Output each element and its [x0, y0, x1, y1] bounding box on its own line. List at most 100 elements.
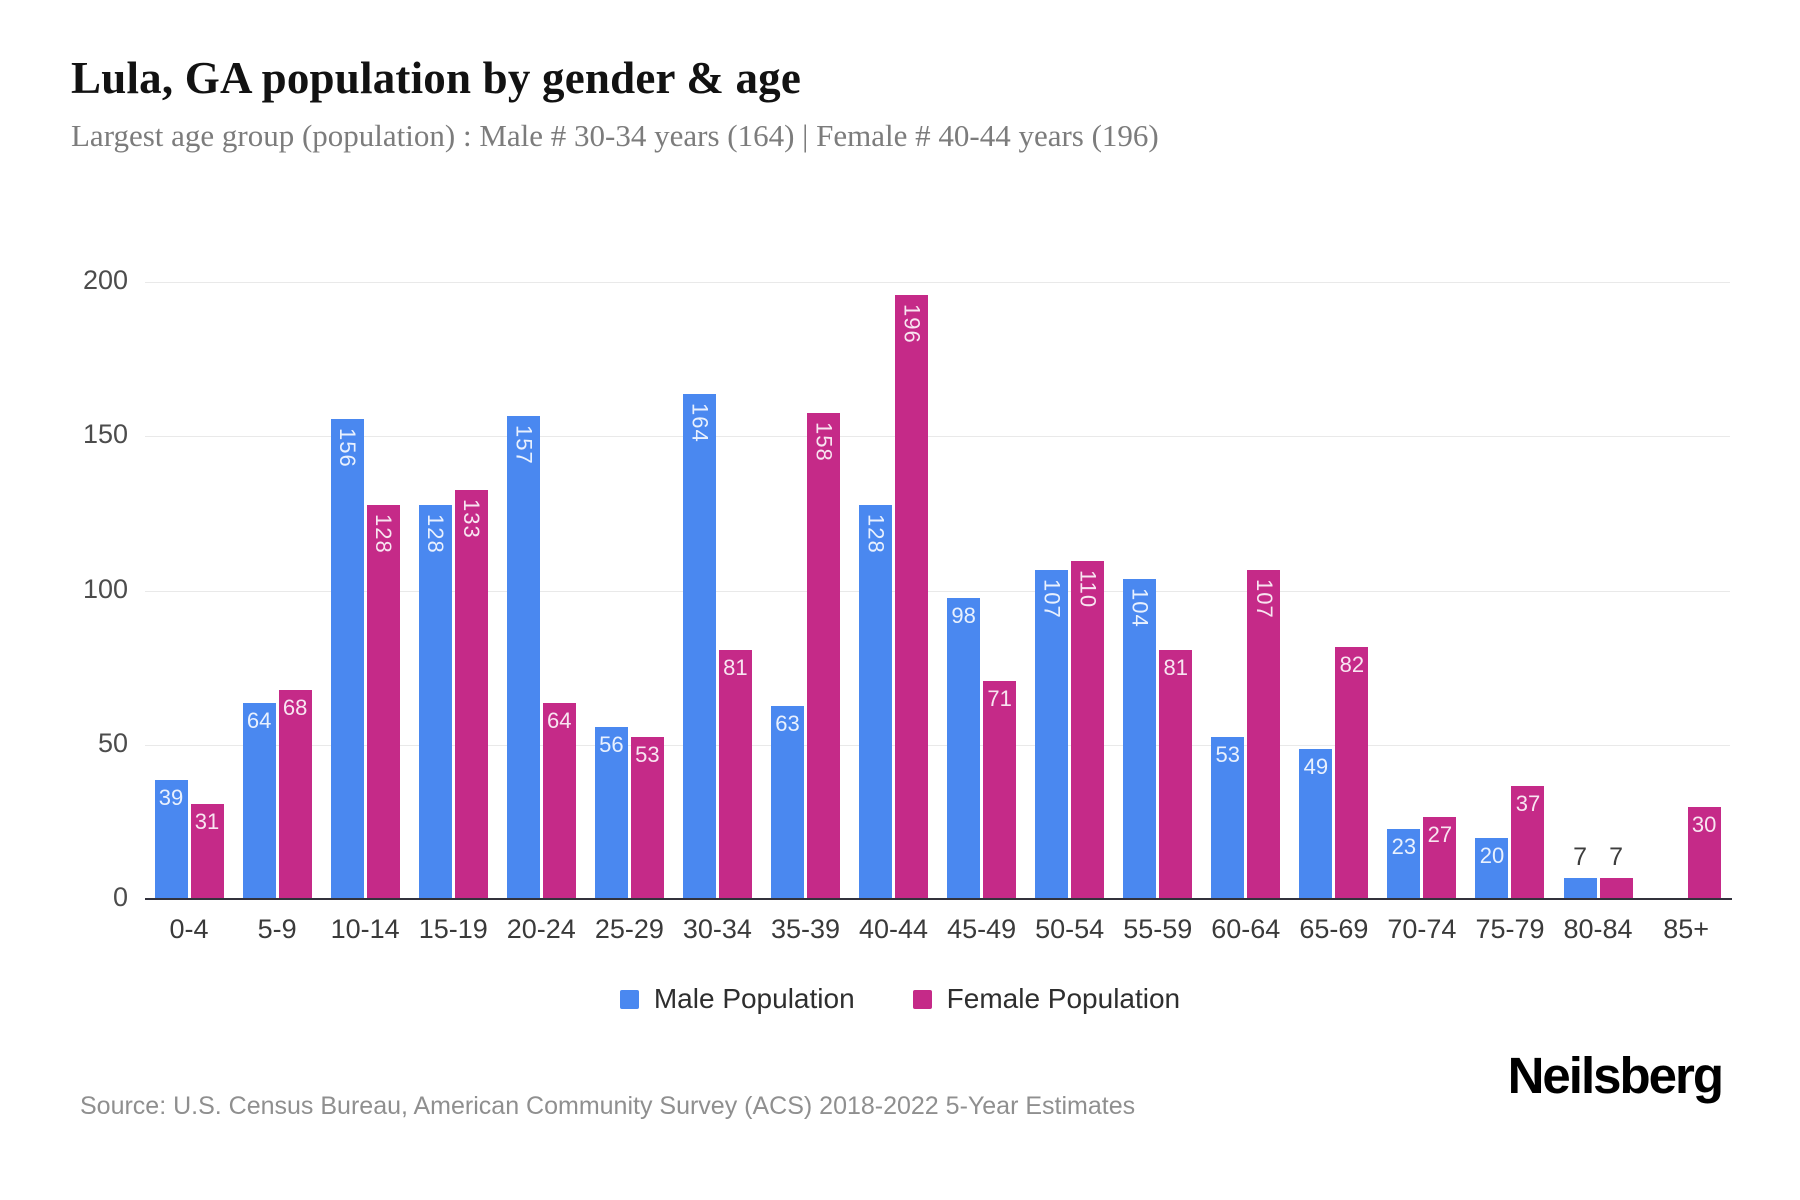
source-attribution: Source: U.S. Census Bureau, American Com… [80, 1092, 1136, 1120]
chart-legend: Male Population Female Population [0, 983, 1800, 1015]
bar-male-60-64[interactable]: 53 [1211, 736, 1245, 900]
bar-female-25-29[interactable]: 53 [630, 736, 664, 900]
bar-group-80-84: 7 7 80-84 [1554, 245, 1642, 944]
bar-female-55-59[interactable]: 81 [1159, 650, 1193, 900]
bar-male-15-19[interactable]: 128 [418, 505, 452, 900]
bar-female-0-4[interactable]: 31 [190, 804, 224, 900]
bar-group-75-79: 20 37 75-79 [1466, 245, 1554, 944]
bar-value-label: 53 [635, 741, 660, 767]
x-axis-label-50-54: 50-54 [1035, 914, 1105, 944]
x-axis-label-80-84: 80-84 [1563, 914, 1633, 944]
x-axis-label-45-49: 45-49 [947, 914, 1017, 944]
bar-value-label: 107 [1251, 578, 1277, 619]
legend-label-female: Female Population [946, 983, 1181, 1014]
neilsberg-logo[interactable]: Neilsberg [1507, 1047, 1724, 1104]
bar-value-label: 20 [1479, 843, 1505, 869]
bar-male-5-9[interactable]: 64 [242, 702, 276, 900]
bar-value-label: 63 [775, 710, 800, 736]
bar-female-50-54[interactable]: 110 [1071, 560, 1105, 900]
bar-male-75-79[interactable]: 20 [1475, 838, 1509, 900]
x-axis-label-55-59: 55-59 [1123, 914, 1193, 944]
bar-male-0-4[interactable]: 39 [154, 779, 188, 900]
bar-value-label: 64 [246, 707, 272, 733]
legend-item-female[interactable]: Female Population [912, 983, 1181, 1015]
bar-female-45-49[interactable]: 71 [983, 680, 1017, 900]
bar-group-50-54: 107 110 50-54 [1026, 245, 1114, 944]
bar-female-80-84[interactable]: 7 [1599, 845, 1633, 900]
bar-value-label: 156 [335, 427, 361, 468]
bar-female-30-34[interactable]: 81 [718, 650, 752, 900]
bar-value-label: 133 [459, 498, 485, 539]
x-axis-label-75-79: 75-79 [1475, 914, 1545, 944]
bar-female-65-69[interactable]: 82 [1335, 647, 1369, 900]
bar-groups: 39 31 0-4 64 68 5-9 156 128 10-14 128 133 15-19 157 6… [145, 245, 1730, 944]
bar-group-15-19: 128 133 15-19 [409, 245, 497, 944]
x-axis-label-0-4: 0-4 [169, 914, 209, 944]
bar-male-25-29[interactable]: 56 [594, 727, 628, 900]
bar-male-40-44[interactable]: 128 [859, 505, 893, 900]
gridline-150 [145, 436, 1730, 438]
bar-group-85+: 30 85+ [1642, 245, 1730, 944]
bar-female-85+[interactable]: 30 [1687, 807, 1721, 900]
legend-item-male[interactable]: Male Population [619, 983, 855, 1015]
bar-female-70-74[interactable]: 27 [1423, 816, 1457, 900]
bar-group-20-24: 157 64 20-24 [497, 245, 585, 944]
bar-value-label: 128 [423, 514, 449, 554]
bar-male-50-54[interactable]: 107 [1035, 569, 1069, 900]
bar-female-40-44[interactable]: 196 [895, 295, 929, 900]
bar-female-15-19[interactable]: 133 [454, 489, 488, 900]
bar-female-20-24[interactable]: 64 [542, 702, 576, 900]
bar-value-label: 7 [1609, 843, 1623, 872]
x-axis-label-15-19: 15-19 [418, 914, 488, 944]
x-axis-label-70-74: 70-74 [1387, 914, 1457, 944]
bar-value-label: 7 [1573, 843, 1587, 872]
bar-value-label: 23 [1391, 834, 1417, 860]
bar-value-label: 27 [1427, 821, 1453, 847]
bar-value-label: 71 [987, 685, 1012, 711]
y-axis-label-100: 100 [82, 573, 128, 604]
bar-value-label: 37 [1515, 790, 1541, 816]
gridline-50 [145, 744, 1730, 746]
y-axis-label-150: 150 [82, 419, 128, 450]
x-axis-label-35-39: 35-39 [770, 914, 840, 944]
bar-group-25-29: 56 53 25-29 [585, 245, 673, 944]
x-axis-label-60-64: 60-64 [1211, 914, 1281, 944]
bar-value-label: 158 [811, 421, 837, 462]
x-axis-label-30-34: 30-34 [682, 914, 752, 944]
bar-male-70-74[interactable]: 23 [1387, 829, 1421, 900]
x-axis-label-5-9: 5-9 [257, 914, 297, 944]
bar-value-label: 107 [1039, 578, 1065, 619]
bar-value-label: 104 [1127, 588, 1153, 628]
bar-female-75-79[interactable]: 37 [1511, 785, 1545, 900]
x-axis-label-10-14: 10-14 [330, 914, 400, 944]
bar-group-40-44: 128 196 40-44 [850, 245, 938, 944]
bar-male-30-34[interactable]: 164 [682, 394, 716, 900]
y-axis-label-200: 200 [82, 265, 128, 295]
bar-value-label: 39 [158, 784, 184, 810]
page-subtitle: Largest age group (population) : Male # … [71, 118, 1159, 153]
bar-group-5-9: 64 68 5-9 [233, 245, 321, 944]
bar-male-35-39[interactable]: 63 [770, 705, 804, 900]
bar-value-label: 157 [511, 424, 537, 465]
bar-group-35-39: 63 158 35-39 [761, 245, 849, 944]
bar-value-label: 110 [1075, 569, 1101, 608]
bar-group-65-69: 49 82 65-69 [1290, 245, 1378, 944]
bar-male-20-24[interactable]: 157 [506, 415, 540, 900]
bar-male-45-49[interactable]: 98 [947, 597, 981, 900]
bar-group-70-74: 23 27 70-74 [1378, 245, 1466, 944]
bar-male-80-84[interactable]: 7 [1563, 845, 1597, 900]
bar-male-55-59[interactable]: 104 [1123, 579, 1157, 900]
bar-female-5-9[interactable]: 68 [278, 690, 312, 900]
bar-male-65-69[interactable]: 49 [1299, 748, 1333, 900]
x-axis-label-25-29: 25-29 [594, 914, 664, 944]
bar-female-35-39[interactable]: 158 [806, 412, 840, 900]
bar-group-55-59: 104 81 55-59 [1114, 245, 1202, 944]
bar-female-60-64[interactable]: 107 [1247, 569, 1281, 900]
bar-female-10-14[interactable]: 128 [366, 505, 400, 900]
bar-value-label: 30 [1691, 812, 1717, 838]
y-axis-label-50: 50 [97, 727, 128, 758]
bar-male-10-14[interactable]: 156 [330, 418, 364, 900]
legend-label-male: Male Population [653, 983, 855, 1014]
male-series-swatch-icon [619, 989, 639, 1009]
